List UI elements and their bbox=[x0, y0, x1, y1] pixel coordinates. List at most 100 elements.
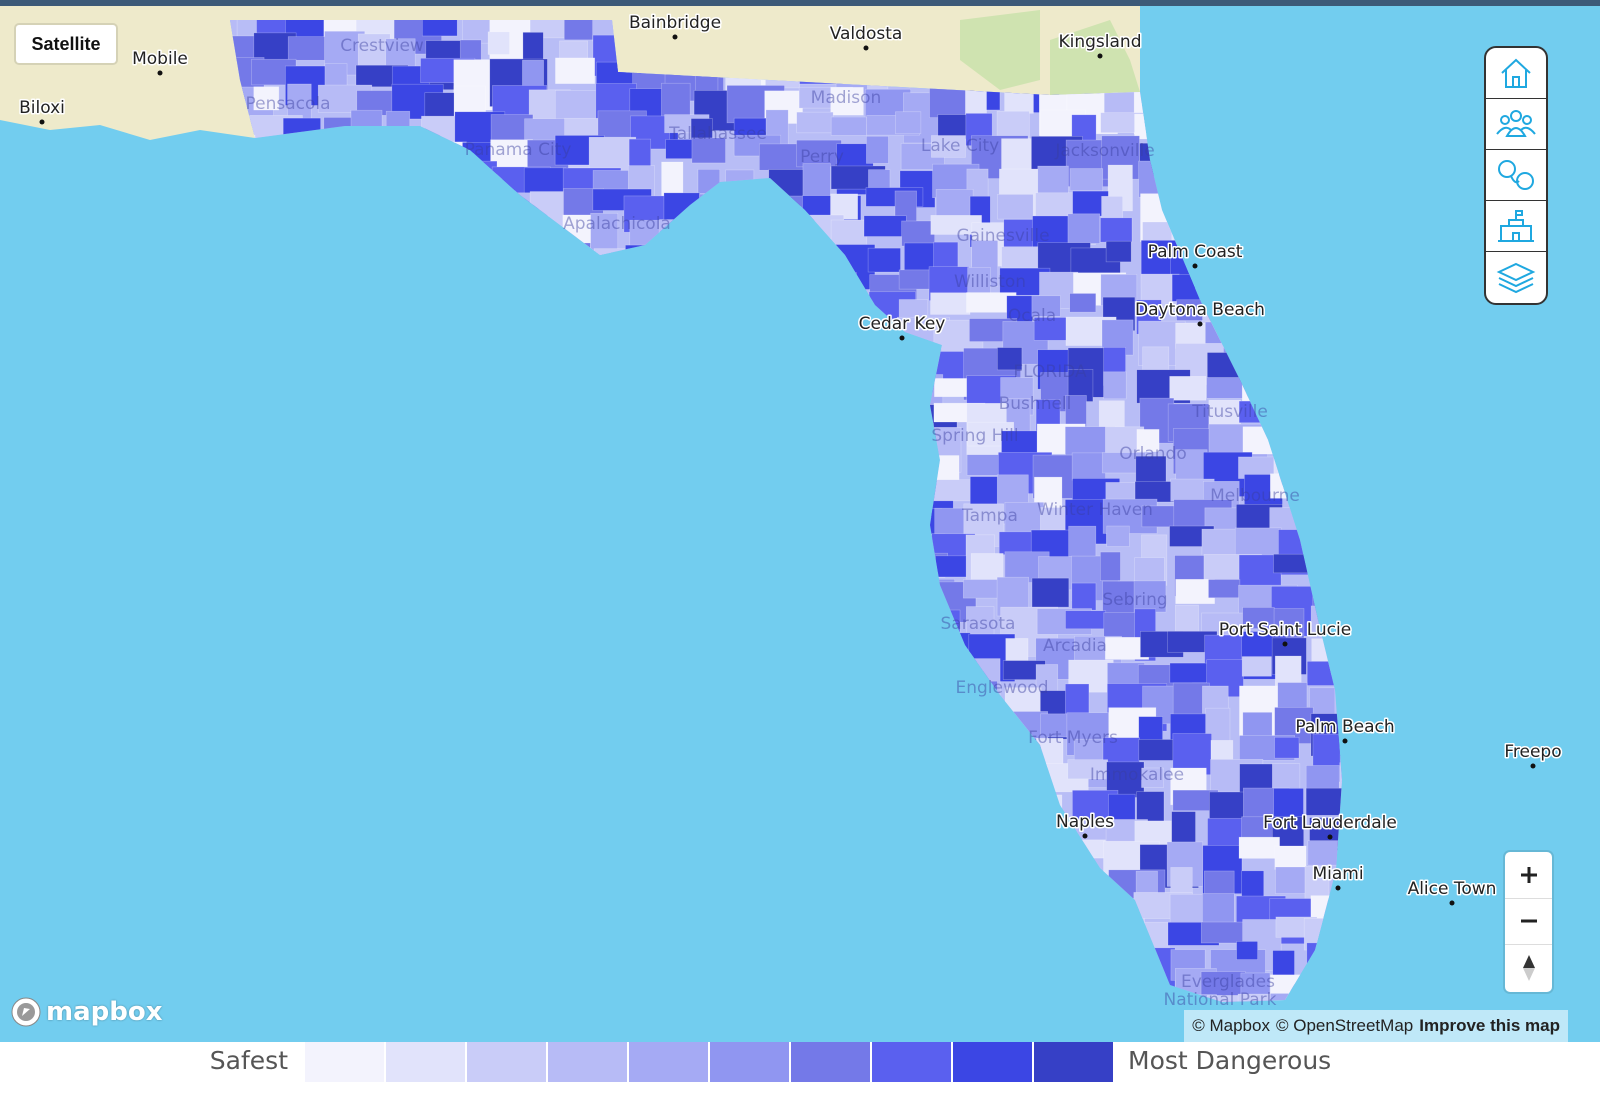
region bbox=[1171, 811, 1196, 847]
place-dot bbox=[1082, 833, 1088, 839]
region bbox=[1274, 845, 1307, 870]
place-label: Lake City bbox=[921, 136, 999, 156]
region bbox=[935, 188, 974, 218]
region bbox=[253, 86, 280, 111]
attribution-link[interactable]: © Mapbox bbox=[1192, 1016, 1270, 1035]
region bbox=[965, 606, 995, 638]
place-label: Madison bbox=[811, 88, 882, 108]
place-dot bbox=[157, 70, 163, 76]
place-dot bbox=[1282, 641, 1288, 647]
legend-high: Most Dangerous bbox=[1128, 1046, 1332, 1075]
region bbox=[866, 135, 889, 164]
top-bar bbox=[0, 0, 1600, 6]
region bbox=[1237, 993, 1274, 1002]
layers-button[interactable] bbox=[1486, 252, 1546, 303]
legend-swatch bbox=[710, 1042, 789, 1082]
region bbox=[830, 87, 864, 116]
region bbox=[1069, 168, 1104, 192]
legend-swatch bbox=[629, 1042, 708, 1082]
region bbox=[1206, 995, 1251, 1002]
place-label: Tampa bbox=[961, 506, 1018, 526]
region bbox=[691, 137, 726, 164]
legend-scale bbox=[305, 1042, 1115, 1084]
place-label: Orlando bbox=[1119, 444, 1186, 464]
map-canvas[interactable]: Bainbridge Valdosta Kingsland Mobile Biloxi C… bbox=[0, 0, 1600, 1042]
attribution: © Mapbox © OpenStreetMap Improve this ma… bbox=[1184, 1010, 1568, 1042]
icon bbox=[1496, 262, 1536, 293]
region bbox=[796, 111, 834, 134]
place-dot bbox=[1327, 834, 1333, 840]
region bbox=[1106, 525, 1130, 547]
zoom-out[interactable] bbox=[1505, 899, 1552, 946]
region bbox=[1241, 656, 1272, 677]
region bbox=[997, 347, 1023, 371]
school-button[interactable] bbox=[1486, 201, 1546, 252]
region bbox=[1238, 836, 1280, 859]
place-label: Williston bbox=[954, 272, 1026, 292]
satellite-button[interactable]: Satellite bbox=[16, 25, 116, 63]
legend-swatch bbox=[467, 1042, 546, 1082]
icon bbox=[1496, 110, 1536, 137]
region bbox=[1100, 217, 1133, 243]
place-label: Pensacola bbox=[245, 94, 330, 114]
place-label: Apalachicola bbox=[563, 214, 671, 234]
icon bbox=[1520, 866, 1537, 883]
place-label: Freepo bbox=[1504, 742, 1561, 762]
region bbox=[1067, 213, 1101, 244]
icon bbox=[11, 997, 41, 1027]
legend-swatch bbox=[1034, 1042, 1113, 1082]
region bbox=[287, 36, 327, 61]
place-label: Crestview bbox=[340, 36, 424, 56]
place-dot bbox=[899, 335, 905, 341]
legend-swatch bbox=[305, 1042, 384, 1082]
region bbox=[796, 139, 842, 168]
place-dot bbox=[1097, 53, 1103, 59]
place-dot bbox=[1335, 885, 1341, 891]
region bbox=[1169, 662, 1210, 684]
region bbox=[1136, 429, 1160, 452]
place-label: Gainesville bbox=[956, 226, 1049, 246]
place-label: Valdosta bbox=[830, 24, 903, 44]
zoom-in[interactable] bbox=[1505, 852, 1552, 899]
region bbox=[931, 135, 966, 158]
place-label: Fort Lauderdale bbox=[1263, 813, 1397, 833]
legend-swatch bbox=[386, 1042, 465, 1082]
mapbox-logo[interactable]: mapbox bbox=[10, 996, 163, 1028]
region bbox=[1031, 295, 1061, 317]
region bbox=[1031, 577, 1070, 608]
land-green bbox=[1050, 20, 1140, 95]
icon bbox=[1520, 919, 1537, 923]
region bbox=[1277, 682, 1308, 710]
community-button[interactable] bbox=[1486, 99, 1546, 150]
place-label: Spring Hill bbox=[931, 426, 1018, 446]
region bbox=[901, 220, 935, 247]
place-label: Arcadia bbox=[1043, 636, 1107, 656]
region bbox=[934, 378, 972, 398]
region bbox=[830, 116, 868, 136]
region bbox=[1175, 579, 1215, 604]
legend-swatch bbox=[548, 1042, 627, 1082]
place-label: Sebring bbox=[1102, 590, 1167, 610]
region bbox=[1307, 840, 1342, 866]
compass[interactable] bbox=[1505, 945, 1552, 992]
legend: Safest Most Dangerous bbox=[0, 1042, 1600, 1084]
place-label: Kingsland bbox=[1059, 32, 1142, 52]
region bbox=[998, 531, 1032, 556]
region bbox=[1071, 452, 1106, 481]
home-button[interactable] bbox=[1486, 48, 1546, 99]
region bbox=[1169, 376, 1207, 401]
region bbox=[997, 194, 1034, 220]
region bbox=[357, 33, 391, 71]
region bbox=[1133, 580, 1167, 613]
place-label: Fort Myers bbox=[1028, 728, 1118, 748]
icon bbox=[1498, 210, 1534, 242]
region bbox=[1069, 293, 1097, 313]
place-label: Everglades bbox=[1181, 972, 1275, 992]
region bbox=[1274, 736, 1300, 759]
attribution-link[interactable]: © OpenStreetMap bbox=[1275, 1016, 1414, 1035]
place-label: Alice Town bbox=[1408, 879, 1497, 899]
attribution-link[interactable]: Improve this map bbox=[1419, 1016, 1560, 1035]
region bbox=[1270, 993, 1302, 1002]
region bbox=[487, 31, 510, 55]
crime-button[interactable] bbox=[1486, 150, 1546, 201]
